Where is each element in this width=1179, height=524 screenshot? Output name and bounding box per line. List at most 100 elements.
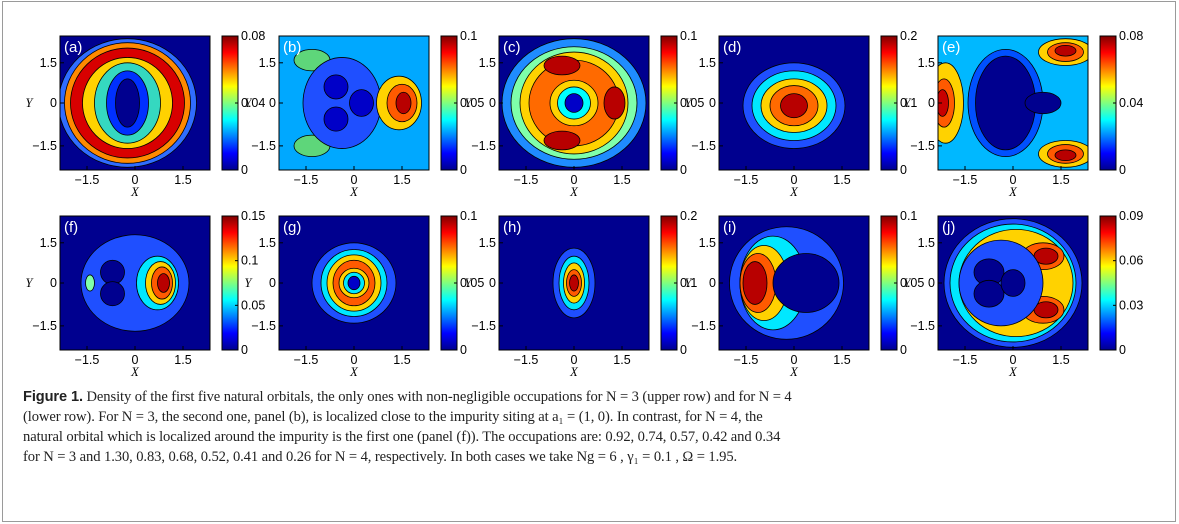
- y-tick-label: 0: [489, 276, 496, 290]
- y-axis-label: Y: [685, 96, 694, 110]
- x-tick-label: 1.5: [174, 173, 191, 187]
- panel-label: (c): [503, 39, 521, 56]
- contour-level: [772, 253, 840, 313]
- y-tick-label: −1.5: [251, 319, 276, 333]
- x-tick-label: 0: [1010, 353, 1017, 367]
- x-tick-label: −1.5: [75, 353, 100, 367]
- panel-label: (j): [942, 219, 955, 236]
- panel-f: (f) −1.5 0 1.5 1.5 0 −1.5 X Y 0.15 0.1 0.05 0: [26, 209, 266, 379]
- y-tick-label: 1.5: [479, 56, 496, 70]
- density-contours: [501, 38, 647, 168]
- y-tick-label: 1.5: [699, 236, 716, 250]
- y-tick-label: 0: [928, 276, 935, 290]
- contour-level: [1054, 44, 1077, 57]
- x-tick-label: 1.5: [1052, 173, 1069, 187]
- y-tick-label: 0: [709, 96, 716, 110]
- colorbar-tick-label: 0.1: [900, 209, 917, 223]
- caption-line-3: natural orbital which is localized aroun…: [23, 429, 781, 445]
- x-axis-label: X: [569, 365, 579, 379]
- y-tick-label: 1.5: [259, 236, 276, 250]
- y-tick-label: 1.5: [40, 236, 57, 250]
- y-tick-label: −1.5: [691, 319, 716, 333]
- colorbar-tick-label: 0: [680, 163, 687, 177]
- colorbar-tick-label: 0.08: [241, 29, 265, 43]
- x-tick-label: 0: [571, 173, 578, 187]
- y-tick-label: 0: [50, 276, 57, 290]
- colorbar-tick-label: 0.05: [460, 276, 484, 290]
- colorbar-tick-label: 0: [241, 343, 248, 357]
- panel-label: (b): [283, 39, 301, 56]
- x-tick-label: 0: [791, 173, 798, 187]
- contour-level: [100, 259, 125, 285]
- panel-g: (g) −1.5 0 1.5 1.5 0 −1.5 X Y 0.1 0.05 0: [245, 209, 485, 379]
- x-axis-label: X: [349, 365, 359, 379]
- y-tick-label: 0: [709, 276, 716, 290]
- y-tick-label: 0: [50, 96, 57, 110]
- contour-level: [323, 106, 349, 132]
- x-tick-label: 1.5: [1052, 353, 1069, 367]
- colorbar-tick-label: 0.08: [1119, 29, 1143, 43]
- colorbar-tick-label: 0.04: [1119, 96, 1143, 110]
- x-tick-label: 1.5: [393, 353, 410, 367]
- panel-label: (g): [283, 219, 301, 236]
- density-contours: [80, 234, 190, 332]
- colorbar-tick-label: 0.05: [900, 276, 924, 290]
- colorbar-tick-label: 0: [241, 163, 248, 177]
- x-axis-label: X: [130, 185, 140, 199]
- y-tick-label: −1.5: [910, 319, 935, 333]
- x-tick-label: 0: [351, 173, 358, 187]
- contour-level: [564, 93, 584, 113]
- caption-line-1: Figure 1. Density of the first five natu…: [23, 389, 792, 405]
- contour-level: [157, 273, 170, 293]
- colorbar-tick-label: 0.06: [1119, 254, 1143, 268]
- colorbar-tick-label: 0.1: [241, 254, 258, 268]
- y-axis-label: Y: [904, 96, 913, 110]
- x-tick-label: 1.5: [613, 173, 630, 187]
- colorbar-tick-label: 0.05: [680, 96, 704, 110]
- y-tick-label: −1.5: [32, 319, 57, 333]
- panel-h: (h) −1.5 0 1.5 1.5 0 −1.5 X Y 0.2 0.1 0: [465, 209, 698, 379]
- x-axis-label: X: [130, 365, 140, 379]
- panel-label: (d): [723, 39, 741, 56]
- x-tick-label: 0: [132, 173, 139, 187]
- x-tick-label: −1.5: [294, 173, 319, 187]
- density-contours: [60, 38, 197, 168]
- panel-d: (d) −1.5 0 1.5 1.5 0 −1.5 X Y 0.2 0.1 0: [685, 29, 918, 199]
- y-tick-label: 1.5: [699, 56, 716, 70]
- contour-level: [115, 78, 140, 128]
- y-tick-label: 0: [928, 96, 935, 110]
- contour-level: [1024, 91, 1062, 115]
- panel-label: (e): [942, 39, 960, 56]
- y-tick-label: 1.5: [40, 56, 57, 70]
- y-axis-label: Y: [685, 276, 694, 290]
- y-tick-label: 1.5: [259, 56, 276, 70]
- x-tick-label: −1.5: [294, 353, 319, 367]
- colorbar-tick-label: 0.2: [900, 29, 917, 43]
- contour-level: [395, 91, 412, 115]
- colorbar-tick-label: 0: [460, 163, 467, 177]
- x-axis-label: X: [1008, 185, 1018, 199]
- y-tick-label: 0: [489, 96, 496, 110]
- density-contours: [729, 226, 844, 340]
- contour-level: [85, 274, 95, 292]
- density-contours: [938, 36, 1088, 170]
- x-tick-label: −1.5: [953, 173, 978, 187]
- figure-caption: Figure 1. Density of the first five natu…: [23, 387, 1163, 467]
- y-tick-label: 1.5: [918, 56, 935, 70]
- panel-b: (b) −1.5 0 1.5 1.5 0 −1.5 X Y 0.1 0.05 0: [245, 29, 485, 199]
- density-contours: [943, 218, 1083, 348]
- x-tick-label: −1.5: [75, 173, 100, 187]
- contour-level: [349, 89, 374, 117]
- contour-level: [973, 279, 1005, 308]
- contour-level: [1000, 269, 1026, 297]
- panel-i: (i) −1.5 0 1.5 1.5 0 −1.5 X Y 0.1 0.05 0: [685, 209, 925, 379]
- contour-level: [100, 281, 125, 307]
- contour-level: [780, 93, 808, 119]
- colorbar-tick-label: 0: [1119, 343, 1126, 357]
- y-tick-label: −1.5: [471, 139, 496, 153]
- contour-level: [742, 261, 768, 305]
- x-axis-label: X: [789, 185, 799, 199]
- y-tick-label: 1.5: [479, 236, 496, 250]
